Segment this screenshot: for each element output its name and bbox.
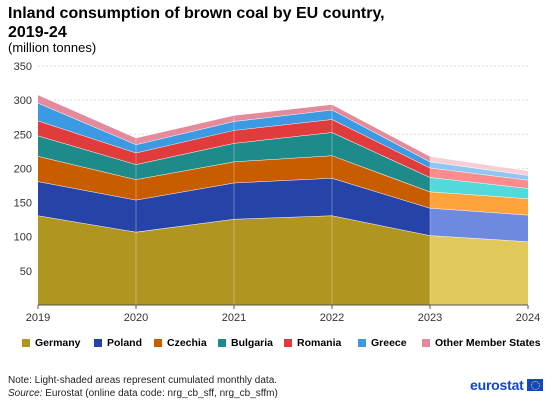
y-tick-label: 200 bbox=[14, 163, 32, 175]
y-tick-label: 350 bbox=[14, 61, 32, 73]
chart-title: Inland consumption of brown coal by EU c… bbox=[8, 5, 385, 41]
area-czechia-monthly bbox=[430, 191, 528, 215]
legend-label: Bulgaria bbox=[231, 337, 274, 349]
source-text: Eurostat (online data code: nrg_cb_sff, … bbox=[42, 388, 278, 399]
legend-swatch bbox=[94, 339, 102, 347]
x-tick-label: 2022 bbox=[320, 312, 344, 324]
y-tick-label: 100 bbox=[14, 232, 32, 244]
chart-subtitle: (million tonnes) bbox=[8, 40, 97, 55]
area-boundary bbox=[37, 94, 529, 171]
area-germany-monthly bbox=[430, 235, 528, 305]
chart-note: Note: Light-shaded areas represent cumul… bbox=[8, 375, 278, 386]
legend-swatch bbox=[22, 339, 30, 347]
area-bulgaria-monthly bbox=[430, 177, 528, 199]
x-tick-label: 2020 bbox=[124, 312, 148, 324]
y-tick-label: 50 bbox=[20, 266, 32, 278]
x-tick-label: 2019 bbox=[26, 312, 50, 324]
legend-label: Germany bbox=[35, 337, 81, 349]
legend-swatch bbox=[284, 339, 292, 347]
chart-source: Source: Eurostat (online data code: nrg_… bbox=[8, 388, 278, 399]
legend-item-germany: Germany bbox=[22, 337, 81, 349]
legend-swatch bbox=[154, 339, 162, 347]
legend-label: Czechia bbox=[167, 337, 207, 349]
legend-item-romania: Romania bbox=[284, 337, 341, 349]
area-poland-monthly bbox=[430, 208, 528, 242]
eurostat-logo: eurostat bbox=[470, 377, 543, 393]
legend-swatch bbox=[422, 339, 430, 347]
area-romania-monthly bbox=[430, 167, 528, 189]
legend-item-bulgaria: Bulgaria bbox=[218, 337, 273, 349]
legend-swatch bbox=[218, 339, 226, 347]
area-greece-monthly bbox=[430, 161, 528, 181]
area-other-member-states-monthly bbox=[430, 156, 528, 176]
legend: Germany Poland Czechia Bulgaria Romania Greec… bbox=[0, 337, 554, 351]
legend-item-poland: Poland bbox=[94, 337, 142, 349]
legend-item-greece: Greece bbox=[358, 337, 407, 349]
legend-label: Romania bbox=[297, 337, 342, 349]
legend-label: Other Member States bbox=[435, 337, 541, 349]
legend-label: Greece bbox=[371, 337, 407, 349]
area-layer bbox=[37, 66, 529, 305]
x-tick-label: 2023 bbox=[418, 312, 442, 324]
legend-label: Poland bbox=[107, 337, 143, 349]
x-tick-label: 2021 bbox=[222, 312, 246, 324]
logo-text: eurostat bbox=[470, 377, 524, 393]
source-label: Source: bbox=[8, 388, 43, 399]
eu-flag-icon bbox=[526, 379, 543, 391]
x-tick-label: 2024 bbox=[516, 312, 540, 324]
axis-layer: 50 100 150 200 250 300 350 2019 2020 2021 2022 2023… bbox=[14, 61, 541, 324]
legend-swatch bbox=[358, 339, 366, 347]
legend-item-other-member-states: Other Member States bbox=[422, 337, 541, 349]
y-tick-label: 300 bbox=[14, 95, 32, 107]
y-tick-label: 150 bbox=[14, 198, 32, 210]
y-tick-label: 250 bbox=[14, 129, 32, 141]
legend-item-czechia: Czechia bbox=[154, 337, 207, 349]
